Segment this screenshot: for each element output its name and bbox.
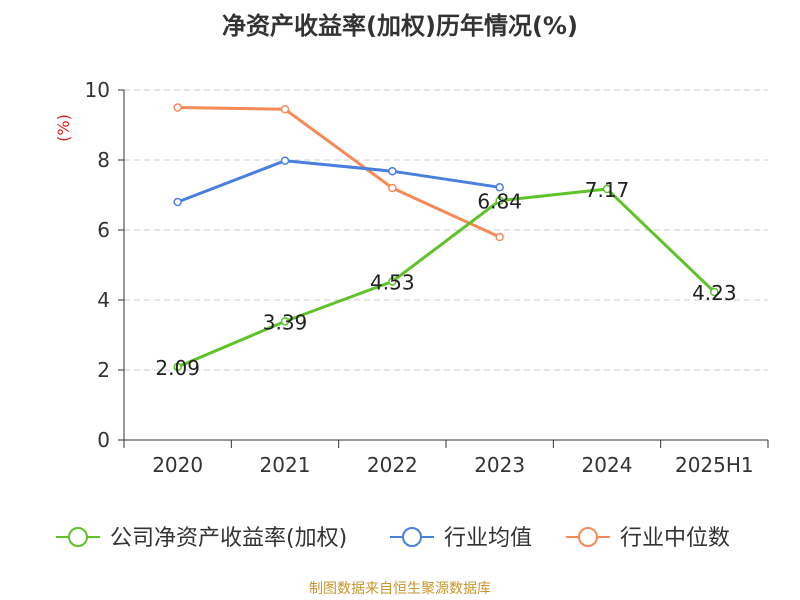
x-tick-label: 2021 [260, 453, 311, 477]
y-axis-label: (%) [54, 114, 73, 142]
legend-marker [578, 527, 598, 547]
legend-marker [402, 527, 422, 547]
data-point [495, 183, 504, 192]
data-label: 6.84 [477, 190, 522, 214]
data-point [280, 317, 290, 326]
x-tick-label: 2025H1 [675, 453, 754, 477]
data-point [173, 362, 182, 372]
y-tick-label: 10 [85, 78, 110, 102]
source-note: 制图数据来自恒生聚源数据库 [309, 581, 491, 597]
legend-label: 行业均值 [444, 526, 532, 551]
data-point [495, 232, 504, 242]
x-tick-label: 2022 [367, 453, 418, 477]
data-point [280, 105, 290, 114]
series-line-1 [177, 159, 500, 204]
y-tick-label: 2 [97, 358, 110, 382]
data-label: 4.23 [692, 281, 737, 305]
data-point [388, 277, 397, 286]
series-line-2 [177, 106, 501, 239]
y-tick-label: 0 [97, 428, 110, 452]
y-tick-label: 8 [97, 148, 110, 172]
data-point [280, 156, 290, 165]
data-point [495, 196, 504, 205]
data-label: 7.17 [585, 178, 630, 202]
data-label: 2.09 [155, 356, 200, 380]
legend-label: 行业中位数 [620, 526, 730, 551]
x-tick-label: 2023 [474, 453, 525, 477]
data-point [388, 166, 397, 176]
data-label: 4.53 [370, 270, 415, 294]
y-tick-label: 6 [97, 218, 110, 242]
series-line-0 [177, 187, 716, 369]
data-label: 3.39 [263, 310, 308, 334]
data-point [173, 197, 182, 207]
data-point [710, 287, 719, 297]
data-point [602, 184, 612, 194]
y-tick-label: 4 [97, 288, 110, 312]
legend-label: 公司净资产收益率(加权) [110, 526, 347, 551]
data-point [173, 103, 182, 112]
data-point [388, 183, 397, 193]
legend-marker [68, 527, 88, 547]
chart-title: 净资产收益率(加权)历年情况(%) [222, 12, 578, 40]
x-tick-label: 2024 [582, 453, 633, 477]
x-tick-label: 2020 [152, 453, 203, 477]
